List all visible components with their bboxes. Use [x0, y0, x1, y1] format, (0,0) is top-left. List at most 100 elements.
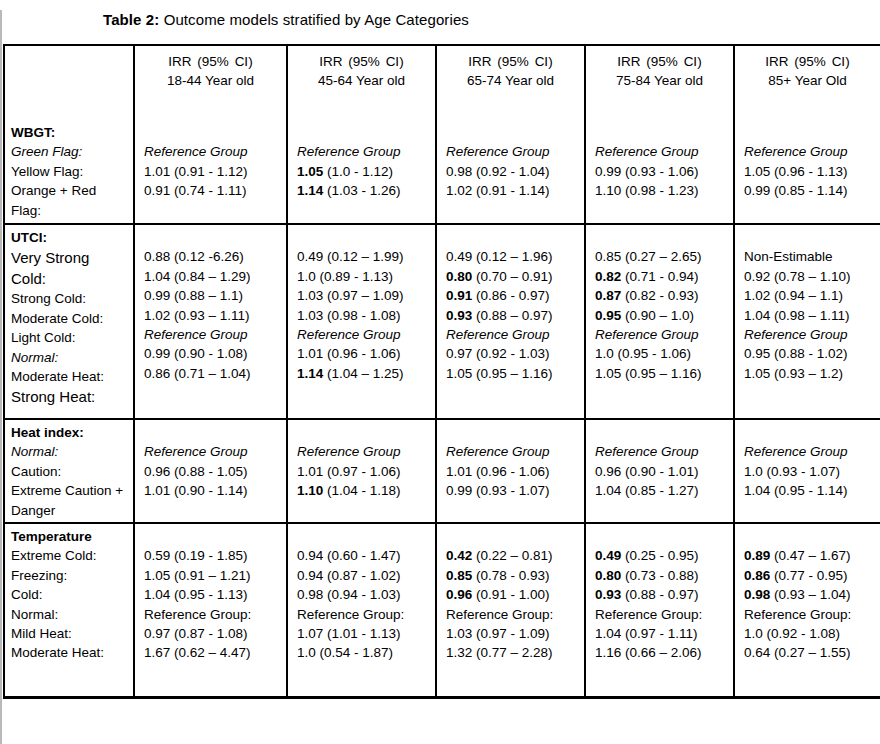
value-line: 0.92 (0.78 – 1.10) [744, 267, 876, 286]
value-line: 0.59 (0.19 - 1.85) [144, 546, 282, 565]
value-line: 1.0 (0.95 - 1.06) [595, 344, 729, 363]
row-label: Extreme Cold: [11, 546, 125, 565]
value-line: 0.95 (0.88 - 1.02) [744, 344, 876, 363]
value-line: 0.99 (0.85 - 1.14) [744, 181, 876, 200]
value-line: Reference Group: [744, 605, 876, 624]
header-irr-label: IRR (95% CI) [288, 52, 435, 71]
irr-value: 0.89 [744, 548, 770, 563]
spacer-line [446, 123, 580, 142]
value-cell-temperature-col3: 0.42 (0.22 – 0.81)0.85 (0.78 - 0.93)0.96… [435, 524, 584, 696]
ci-value: (0.95 – 1.16) [621, 366, 701, 381]
value-line: 1.0 (0.93 - 1.07) [744, 462, 876, 481]
value-line: 0.49 (0.12 – 1.96) [446, 247, 580, 266]
value-text: Non-Estimable [744, 249, 833, 264]
header-irr-label: IRR (95% CI) [586, 52, 733, 71]
irr-value: 1.0 [744, 464, 763, 479]
spacer-line [144, 123, 282, 142]
value-cell-utci-col3: 0.49 (0.12 – 1.96)0.80 (0.70 – 0.91)0.91… [435, 225, 584, 418]
value-line: 0.93 (0.88 – 0.97) [446, 306, 580, 325]
irr-value: 1.03 [297, 308, 323, 323]
ci-value: (0.25 - 0.95) [621, 548, 698, 563]
value-line: Reference Group [595, 325, 729, 344]
section-label-cell-wbgt: WBGT:Green Flag:Yellow Flag:Orange + Red… [5, 120, 133, 223]
irr-value: 1.01 [144, 164, 170, 179]
value-line: 1.10 (0.98 - 1.23) [595, 181, 729, 200]
row-label: Normal: [11, 348, 125, 367]
ci-value: (0.97 - 1.09) [472, 626, 549, 641]
ci-value: (0.12 -6.26) [170, 249, 244, 264]
section-row-temperature: TemperatureExtreme Cold:Freezing:Cold:No… [5, 522, 880, 696]
value-line: 1.32 (0.77 – 2.28) [446, 643, 580, 662]
spacer-line [595, 423, 729, 442]
value-cell-temperature-col2: 0.94 (0.60 - 1.47)0.94 (0.87 - 1.02)0.98… [286, 524, 435, 696]
ci-value: (0.88 – 1.1) [170, 288, 243, 303]
spacer-line [595, 228, 729, 247]
row-label: Mild Heat: [11, 624, 125, 643]
section-row-utci: UTCI:Very Strong Cold:Strong Cold:Modera… [5, 223, 880, 418]
irr-value: 1.04 [144, 269, 170, 284]
value-cell-temperature-col5: 0.89 (0.47 – 1.67)0.86 (0.77 - 0.95)0.98… [733, 524, 880, 696]
irr-value: 0.87 [595, 288, 621, 303]
ci-value: (0.78 - 0.93) [472, 568, 549, 583]
irr-value: 1.0 [744, 626, 763, 641]
row-label: Extreme Caution + Danger [11, 481, 125, 520]
value-cell-heat-index-col1: Reference Group0.96 (0.88 - 1.05)1.01 (0… [133, 420, 286, 522]
irr-value: 1.02 [744, 288, 770, 303]
ci-value: (0.84 – 1.29) [170, 269, 250, 284]
spacer-line [744, 423, 876, 442]
irr-value: 1.01 [297, 346, 323, 361]
row-label: Moderate Heat: [11, 643, 125, 662]
value-line: 1.03 (0.97 – 1.09) [297, 286, 431, 305]
value-cell-heat-index-col4: Reference Group0.96 (0.90 - 1.01)1.04 (0… [584, 420, 733, 522]
value-line: 0.94 (0.87 - 1.02) [297, 566, 431, 585]
value-line: 1.14 (1.03 - 1.26) [297, 181, 431, 200]
row-label: Orange + Red Flag: [11, 181, 125, 220]
value-cell-temperature-col1: 0.59 (0.19 - 1.85)1.05 (0.91 – 1.21)1.04… [133, 524, 286, 696]
irr-value: 0.49 [595, 548, 621, 563]
irr-value: 1.05 [744, 366, 770, 381]
value-line: 1.03 (0.97 - 1.09) [446, 624, 580, 643]
spacer-line [297, 423, 431, 442]
irr-value: 1.01 [297, 464, 323, 479]
spacer-line [297, 123, 431, 142]
ci-value: (0.89 - 1.13) [316, 269, 393, 284]
ci-value: (0.19 - 1.85) [170, 548, 247, 563]
ci-value: (0.94 – 1.1) [770, 288, 843, 303]
value-text: Reference Group: [744, 607, 851, 622]
section-title: Temperature [11, 527, 125, 546]
value-cell-utci-col1: 0.88 (0.12 -6.26)1.04 (0.84 – 1.29)0.99 … [133, 225, 286, 418]
value-line: 1.05 (1.0 - 1.12) [297, 162, 431, 181]
value-line: 0.49 (0.25 - 0.95) [595, 546, 729, 565]
ci-value: (0.71 - 0.94) [621, 269, 698, 284]
value-line: 1.05 (0.95 – 1.16) [595, 364, 729, 383]
value-line: 0.86 (0.77 - 0.95) [744, 566, 876, 585]
irr-value: 0.98 [744, 587, 770, 602]
ci-value: (0.92 - 1.03) [472, 346, 549, 361]
value-line: Reference Group: [144, 605, 282, 624]
value-line: 1.05 (0.95 – 1.16) [446, 364, 580, 383]
value-line: 0.49 (0.12 – 1.99) [297, 247, 431, 266]
ci-value: (0.22 – 0.81) [472, 548, 552, 563]
ci-value: (0.70 – 0.91) [472, 269, 552, 284]
reference-group-text: Reference Group [595, 444, 699, 459]
header-cell-age-65-74: IRR (95% CI) 65-74 Year old [435, 46, 584, 120]
irr-value: 0.99 [144, 346, 170, 361]
irr-value: 1.03 [297, 288, 323, 303]
value-cell-temperature-col4: 0.49 (0.25 - 0.95)0.80 (0.73 - 0.88)0.93… [584, 524, 733, 696]
spacer-line [744, 123, 876, 142]
irr-value: 0.42 [446, 548, 472, 563]
irr-value: 0.92 [744, 269, 770, 284]
ci-value: (0.87 - 1.02) [323, 568, 400, 583]
section-label-cell-utci: UTCI:Very Strong Cold:Strong Cold:Modera… [5, 225, 133, 418]
irr-value: 0.94 [297, 568, 323, 583]
irr-value: 1.01 [144, 483, 170, 498]
ci-value: (0.96 - 1.06) [472, 464, 549, 479]
row-label: Freezing: [11, 566, 125, 585]
ci-value: (0.54 - 1.87) [316, 645, 393, 660]
header-age-label: 75-84 Year old [586, 71, 733, 90]
value-line: 1.01 (0.91 - 1.12) [144, 162, 282, 181]
row-label: Cold: [11, 585, 125, 604]
ci-value: (0.82 - 0.93) [621, 288, 698, 303]
ci-value: (0.97 – 1.09) [323, 288, 403, 303]
row-label: Light Cold: [11, 328, 125, 347]
